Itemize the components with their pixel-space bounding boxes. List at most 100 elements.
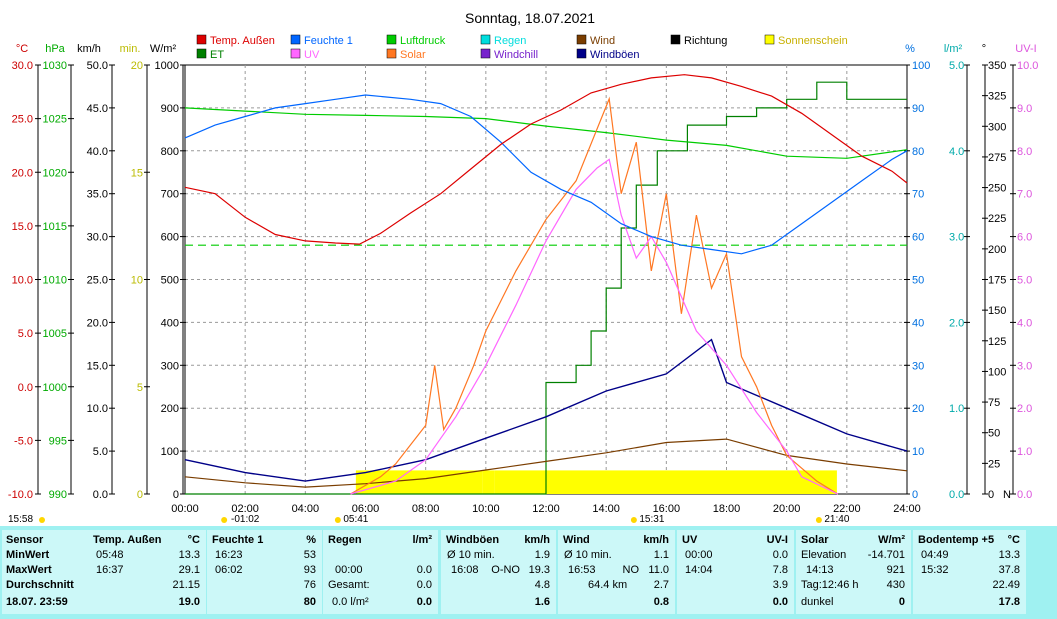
min-value: 13.3 (178, 549, 200, 561)
direction-tick-label: 150 (988, 305, 1006, 317)
pressure-tick-label: 1005 (43, 328, 67, 340)
sun_min-tick-label: 20 (131, 60, 143, 72)
row-label: MinWert (6, 549, 50, 561)
uv-tick-label: 7.0 (1017, 189, 1032, 201)
elevation-label: Elevation (801, 549, 847, 561)
legend-swatch (196, 34, 207, 45)
series-line-solar (350, 96, 839, 495)
solar-tick-label: 0 (173, 489, 179, 501)
max-value: 11.0 (648, 564, 669, 576)
uv-tick-label: 10.0 (1017, 60, 1038, 72)
max-time: 14:04 (685, 564, 713, 576)
column-title: Solar (801, 534, 829, 546)
legend-swatch (386, 48, 397, 59)
humidity-tick-label: 70 (912, 189, 924, 201)
legend-swatch (764, 34, 775, 45)
direction-tick-label: 25 (988, 458, 1000, 470)
min-time: 16:23 (215, 549, 243, 561)
avg-value: 4.8 (534, 579, 550, 591)
legend-swatch (480, 48, 491, 59)
direction-tick-label: 125 (988, 336, 1006, 348)
pressure-tick-label: 1030 (43, 60, 67, 72)
min-value: 0.0 (416, 564, 432, 576)
legend-label: Sonnenschein (778, 35, 848, 47)
direction-axis-unit: ° (982, 43, 986, 55)
column-title: Windböen (446, 534, 500, 546)
rain-tick-label: 1.0 (949, 403, 964, 415)
temp-tick-label: 0.0 (18, 382, 33, 394)
avg-value: 22.49 (992, 579, 1020, 591)
table-column (441, 530, 556, 614)
series-line-luftdruck (184, 107, 908, 159)
humidity-tick-label: 10 (912, 446, 924, 458)
solar-tick-label: 600 (161, 232, 179, 244)
pressure-tick-label: 1015 (43, 221, 67, 233)
daylength-label: Tag:12:46 h (801, 579, 859, 591)
humidity-tick-label: 100 (912, 60, 930, 72)
avg10-value: 1.9 (534, 549, 550, 561)
wind-tick-label: 30.0 (87, 232, 108, 244)
direction-tick-label: 0 (988, 489, 994, 501)
x-tick-label: 14:00 (592, 503, 620, 515)
temp-tick-label: 30.0 (12, 60, 33, 72)
sun_min-tick-label: 5 (137, 382, 143, 394)
direction-north-label: N (1003, 489, 1011, 501)
temp-tick-label: 5.0 (18, 328, 33, 340)
max-value: 7.8 (772, 564, 788, 576)
x-tick-label: 12:00 (532, 503, 560, 515)
solar-tick-label: 700 (161, 189, 179, 201)
sun-event-icon (630, 517, 637, 523)
pressure-tick-label: 990 (49, 489, 67, 501)
column-title: Regen (328, 534, 362, 546)
pressure-tick-label: 1020 (43, 167, 67, 179)
total-label: Gesamt: (328, 579, 370, 591)
direction-tick-label: 275 (988, 152, 1006, 164)
humidity-tick-label: 0 (912, 489, 918, 501)
min-time: 05:48 (96, 549, 124, 561)
x-tick-label: 22:00 (833, 503, 861, 515)
uv-axis-unit: UV-I (1015, 43, 1036, 55)
sun-event-label: 15:31 (639, 514, 664, 525)
sensor-header: Sensor (6, 534, 44, 546)
direction-tick-label: 225 (988, 213, 1006, 225)
status-label: dunkel (801, 596, 834, 608)
table-column (2, 530, 88, 614)
legend-swatch (576, 48, 587, 59)
temp-axis-unit: °C (16, 43, 28, 55)
min-value: 53 (303, 549, 316, 561)
wind-tick-label: 40.0 (87, 146, 108, 158)
sun-event-icon (221, 517, 228, 523)
uv-tick-label: 1.0 (1017, 446, 1032, 458)
legend-label: Windböen (590, 49, 640, 61)
direction-tick-label: 200 (988, 244, 1006, 256)
column-unit: % (306, 534, 316, 546)
pressure-tick-label: 1000 (43, 382, 67, 394)
solar-tick-label: 200 (161, 403, 179, 415)
legend-label: Regen (494, 35, 526, 47)
uv-tick-label: 2.0 (1017, 403, 1032, 415)
sun-event-icon (815, 517, 822, 523)
solar-tick-label: 400 (161, 317, 179, 329)
sunshine-bar (355, 470, 483, 494)
wind-tick-label: 45.0 (87, 103, 108, 115)
rain-tick-label: 2.0 (949, 317, 964, 329)
legend-label: UV (304, 49, 320, 61)
x-tick-label: 24:00 (893, 503, 921, 515)
solar-axis-unit: W/m² (150, 43, 177, 55)
current-value: 0 (898, 596, 905, 608)
rain-tick-label: 4.0 (949, 146, 964, 158)
avg-value: 76 (303, 579, 316, 591)
sunshine-bar (482, 470, 495, 494)
avg10-label: Ø 10 min. (447, 549, 495, 561)
direction-tick-label: 250 (988, 183, 1006, 195)
humidity-tick-label: 90 (912, 103, 924, 115)
rain-tick-label: 0.0 (949, 489, 964, 501)
rain-axis-unit: l/m² (944, 43, 963, 55)
row-label: 18.07. 23:59 (6, 596, 68, 608)
humidity-axis-unit: % (905, 43, 915, 55)
temp-tick-label: -5.0 (14, 435, 33, 447)
column-title: Temp. Außen (93, 534, 162, 546)
legend-label: Feuchte 1 (304, 35, 353, 47)
sun_min-axis-unit: min. (120, 43, 141, 55)
table-column (88, 530, 206, 614)
